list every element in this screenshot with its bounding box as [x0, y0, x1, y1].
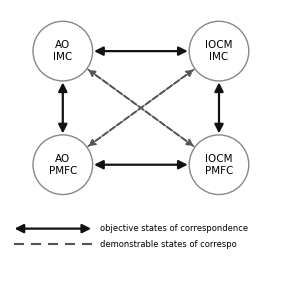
Circle shape [33, 135, 93, 195]
Circle shape [189, 21, 249, 81]
Text: AO
PMFC: AO PMFC [49, 154, 77, 176]
Circle shape [33, 21, 93, 81]
Circle shape [189, 135, 249, 195]
Text: demonstrable states of correspo: demonstrable states of correspo [100, 240, 237, 249]
Text: IOCM
PMFC: IOCM PMFC [205, 154, 233, 176]
Text: objective states of correspondence: objective states of correspondence [100, 224, 248, 233]
Text: IOCM
IMC: IOCM IMC [205, 40, 233, 62]
Text: AO
IMC: AO IMC [53, 40, 73, 62]
